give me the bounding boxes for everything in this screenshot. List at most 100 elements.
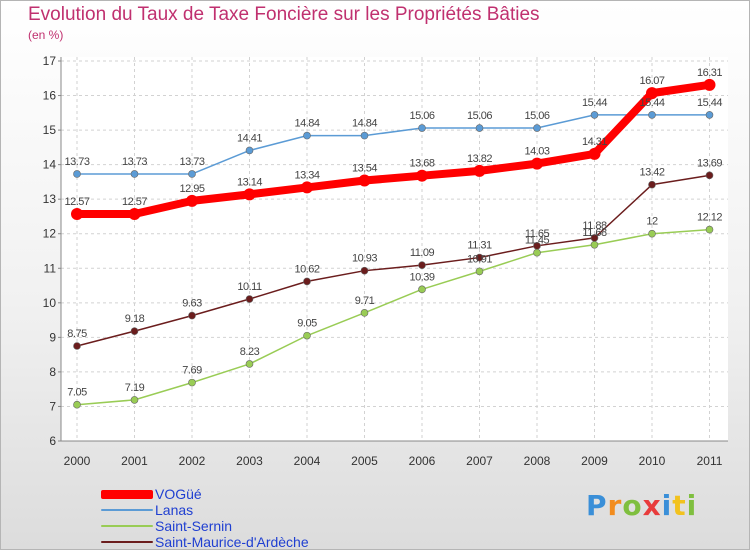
data-point	[301, 181, 313, 194]
data-point	[188, 311, 196, 320]
x-tick-label: 2005	[351, 454, 378, 468]
data-label: 7.69	[182, 365, 202, 377]
data-label: 12.95	[179, 183, 204, 195]
chart-title: Evolution du Taux de Taxe Foncière sur l…	[28, 4, 540, 25]
data-point	[188, 378, 196, 387]
legend-label: Saint-Sernin	[155, 518, 233, 534]
data-label: 11.09	[410, 247, 435, 259]
logo-letter: i	[661, 489, 673, 522]
data-point	[648, 229, 656, 238]
data-label: 14.03	[524, 146, 549, 158]
x-tick-label: 2000	[64, 454, 91, 468]
legend-item: Saint-Maurice-d'Ardèche	[101, 534, 309, 550]
data-point	[245, 360, 254, 368]
y-tick-label: 11	[44, 261, 57, 275]
data-point	[245, 146, 254, 155]
data-point	[303, 131, 311, 140]
y-tick-label: 17	[43, 54, 57, 68]
y-tick-label: 15	[43, 123, 57, 137]
x-tick-label: 2007	[466, 454, 493, 468]
legend-swatch	[101, 489, 153, 499]
data-point	[533, 248, 541, 257]
data-point	[188, 170, 196, 178]
data-label: 10.91	[467, 253, 492, 265]
legend-item: VOGüé	[101, 486, 309, 502]
data-point	[128, 208, 141, 221]
data-label: 9.18	[125, 313, 145, 325]
data-label: 10.11	[237, 281, 262, 293]
plot-area	[61, 57, 728, 441]
x-tick-label: 2011	[697, 454, 723, 468]
data-label: 15.44	[697, 97, 722, 109]
data-label: 12.57	[122, 196, 147, 208]
y-tick-label: 8	[49, 365, 56, 379]
data-point	[473, 164, 486, 177]
x-tick-label: 2009	[581, 454, 608, 468]
data-label: 10.62	[294, 263, 319, 275]
data-label: 13.54	[352, 163, 377, 175]
data-label: 13.82	[467, 153, 492, 165]
data-label: 9.71	[355, 295, 375, 307]
data-point	[416, 169, 428, 182]
data-point	[73, 400, 81, 409]
legend: VOGüé Lanas Saint-Sernin Saint-Maurice-d'Ar…	[101, 486, 309, 550]
data-point	[703, 78, 716, 91]
data-label: 13.73	[122, 156, 147, 168]
y-tick-label: 7	[49, 399, 56, 413]
data-point	[588, 147, 601, 160]
x-tick-label: 2001	[121, 454, 148, 468]
legend-swatch	[101, 541, 153, 543]
data-label: 11.65	[525, 228, 550, 240]
y-tick-label: 16	[43, 89, 57, 103]
data-point	[705, 171, 714, 180]
data-point	[130, 396, 139, 404]
data-point	[73, 342, 81, 350]
data-point	[646, 87, 658, 100]
data-point	[475, 124, 484, 132]
logo-letter: r	[607, 489, 623, 522]
data-point	[360, 131, 369, 140]
x-tick-label: 2010	[639, 454, 666, 468]
data-label: 13.42	[639, 167, 664, 179]
legend-label: Saint-Maurice-d'Ardèche	[155, 534, 309, 550]
data-point	[590, 234, 599, 242]
data-label: 9.63	[182, 298, 202, 310]
legend-item: Saint-Sernin	[101, 518, 309, 534]
y-tick-label: 10	[43, 296, 57, 310]
data-label: 7.05	[67, 387, 87, 399]
data-label: 9.05	[297, 318, 317, 330]
data-point	[705, 225, 714, 234]
logo-letter: t	[672, 489, 687, 522]
data-label: 15.06	[524, 110, 549, 122]
data-point	[360, 266, 369, 275]
data-point	[475, 267, 484, 276]
data-label: 14.84	[294, 118, 319, 130]
data-point	[533, 124, 541, 132]
data-label: 13.69	[697, 157, 722, 169]
data-point	[130, 327, 139, 335]
data-label: 10.39	[409, 271, 434, 283]
data-point	[648, 180, 656, 189]
data-point	[358, 174, 371, 187]
y-axis-unit: (en %)	[28, 28, 64, 42]
data-label: 11.45	[525, 235, 550, 247]
y-tick-label: 9	[49, 330, 56, 344]
data-point	[531, 157, 543, 170]
data-point	[590, 111, 599, 119]
data-point	[360, 309, 369, 317]
legend-item: Lanas	[101, 502, 309, 518]
y-tick-label: 6	[49, 434, 56, 448]
data-label: 14.31	[582, 136, 607, 148]
data-point	[71, 208, 83, 221]
data-label: 14.41	[237, 132, 262, 144]
proxiti-logo: Proxiti	[586, 489, 697, 522]
data-label: 11.88	[582, 220, 607, 232]
data-label: 8.23	[240, 346, 260, 358]
series-line-2	[77, 114, 710, 175]
data-label: 15.06	[409, 110, 434, 122]
data-label: 11.31	[467, 240, 492, 252]
x-tick-label: 2006	[409, 454, 436, 468]
data-point	[418, 261, 426, 269]
